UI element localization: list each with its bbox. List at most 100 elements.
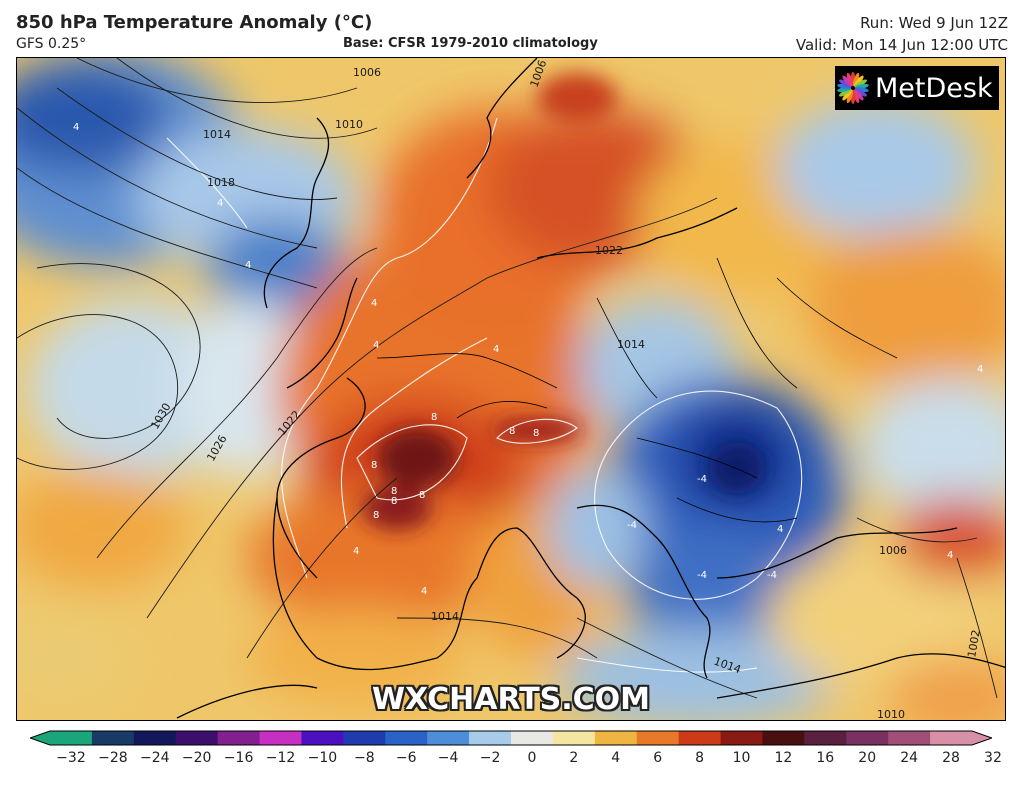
colorbar-segment <box>301 731 344 745</box>
anomaly-label: 8 <box>391 486 397 497</box>
anomaly-label: 4 <box>371 298 377 309</box>
map-canvas: 1006 1010 1014 1018 1022 1026 1030 1014 … <box>17 58 1005 721</box>
colorbar-segment <box>427 731 470 745</box>
anomaly-label: -4 <box>697 474 707 485</box>
colorbar-tick-label: −24 <box>139 750 170 766</box>
isobar-label: 1006 <box>353 66 381 79</box>
metdesk-logo: MetDesk <box>835 66 999 110</box>
colorbar-tick-label: −28 <box>98 750 128 766</box>
colorbar-tick-label: 10 <box>732 750 751 766</box>
anomaly-label: 4 <box>421 586 427 597</box>
colorbar-segment <box>385 731 428 745</box>
colorbar-segment <box>678 731 722 745</box>
isobar-label: 1022 <box>595 244 623 257</box>
colorbar-tick-label: −4 <box>437 750 459 766</box>
anomaly-label: 4 <box>73 122 79 133</box>
colorbar-tick-label: −10 <box>307 750 338 766</box>
anomaly-map: 1006 1010 1014 1018 1022 1026 1030 1014 … <box>16 57 1006 721</box>
anomaly-label: -4 <box>697 570 707 581</box>
colorbar-tick-label: −12 <box>265 750 296 766</box>
colorbar-ticks: −32 −28 −24 −20 −16 −12 −10 −8 −6 −4 −2 0 2 4 6 8 10 12 16… <box>0 750 1024 770</box>
colorbar-tick-label: 24 <box>900 750 919 766</box>
isobar-label: 1010 <box>877 708 905 721</box>
isobar-label: 1018 <box>207 176 235 189</box>
colorbar-tick-label: 12 <box>774 750 793 766</box>
isobar-label: 1014 <box>431 610 459 623</box>
colorbar-segment <box>720 731 763 745</box>
colorbar-tick-label: −32 <box>56 750 86 766</box>
colorbar-segment <box>91 731 135 745</box>
colorbar-tick-label: 2 <box>569 750 579 766</box>
anomaly-label: 4 <box>947 550 953 561</box>
logo-petal <box>839 79 852 88</box>
anomaly-label: -4 <box>767 570 777 581</box>
isobar-label: 1014 <box>617 338 645 351</box>
colorbar-segment <box>343 731 386 745</box>
isobar-label: 1002 <box>965 629 983 659</box>
colorbar-tick-label: −16 <box>223 750 254 766</box>
valid-time-label: Valid: Mon 14 Jun 12:00 UTC <box>795 36 1008 54</box>
colorbar-segment <box>594 731 638 745</box>
anomaly-label: 8 <box>431 412 437 423</box>
isobars <box>17 58 998 699</box>
run-time-label: Run: Wed 9 Jun 12Z <box>860 14 1008 32</box>
isobar-label: 1006 <box>879 544 907 557</box>
logo-petal <box>846 72 854 87</box>
colorbar-segment <box>888 731 931 745</box>
colorbar-tick-label: 16 <box>816 750 835 766</box>
colorbar-segment <box>217 731 261 745</box>
anomaly-label: 4 <box>217 198 223 209</box>
metdesk-flower-icon <box>837 72 869 104</box>
anomaly-label: 4 <box>245 260 251 271</box>
colorbar-segment <box>511 731 554 745</box>
anomaly-label: 8 <box>371 460 377 471</box>
colorbar-tick-label: 4 <box>611 750 621 766</box>
logo-petal <box>853 75 864 87</box>
model-label: GFS 0.25° <box>16 36 87 52</box>
colorbar-segment <box>804 731 847 745</box>
logo-petal <box>842 89 853 101</box>
colorbar-outline <box>30 730 992 746</box>
anomaly-label: 4 <box>493 344 499 355</box>
base-climatology-label: Base: CFSR 1979-2010 climatology <box>343 36 598 51</box>
watermark: WXCHARTS.COM <box>371 682 651 717</box>
colorbar-segment <box>50 731 93 745</box>
temperature-anomaly-field <box>17 58 1005 720</box>
anomaly-label: 4 <box>977 364 983 375</box>
colorbar-tick-label: −2 <box>479 750 501 766</box>
colorbar-tick-label: 0 <box>527 750 537 766</box>
logo-text: MetDesk <box>875 72 993 104</box>
colorbar-tick-label: 28 <box>942 750 960 766</box>
colorbar-segment <box>259 731 302 745</box>
colorbar-segment <box>762 731 805 745</box>
logo-petal <box>854 88 867 97</box>
isobar-label: 1010 <box>335 118 363 131</box>
colorbar-tick-label: 6 <box>653 750 663 766</box>
colorbar-segment <box>175 731 219 745</box>
colorbar-segment <box>133 731 177 745</box>
colorbar-segment <box>552 731 596 745</box>
anomaly-label: 8 <box>509 426 515 437</box>
anomaly-label: -4 <box>627 520 637 531</box>
colorbar-segment <box>469 731 512 745</box>
anomaly-label: 4 <box>777 524 783 535</box>
border-lines <box>376 257 898 523</box>
anomaly-contours <box>166 117 803 673</box>
colorbar-tick-label: −6 <box>395 750 417 766</box>
colorbar-tick-label: 32 <box>984 750 1002 766</box>
colorbar-tick-label: −8 <box>353 750 375 766</box>
anomaly-label: 4 <box>373 340 379 351</box>
anomaly-labels: 4 4 4 4 4 4 4 4 8 8 8 8 8 8 8 8 4 4 4 -4… <box>73 122 983 597</box>
anomaly-label: 8 <box>391 496 397 507</box>
anomaly-label: 4 <box>353 546 359 557</box>
coastlines <box>176 58 1005 719</box>
chart-title: 850 hPa Temperature Anomaly (°C) <box>16 12 373 33</box>
colorbar-tick-label: −20 <box>181 750 212 766</box>
colorbar-segment <box>846 731 889 745</box>
anomaly-label: 8 <box>373 510 379 521</box>
colorbar <box>30 730 992 746</box>
colorbar-tick-label: 20 <box>858 750 877 766</box>
logo-petal <box>846 89 854 104</box>
colorbar-left-arrow <box>30 731 50 745</box>
logo-petal <box>852 72 860 87</box>
